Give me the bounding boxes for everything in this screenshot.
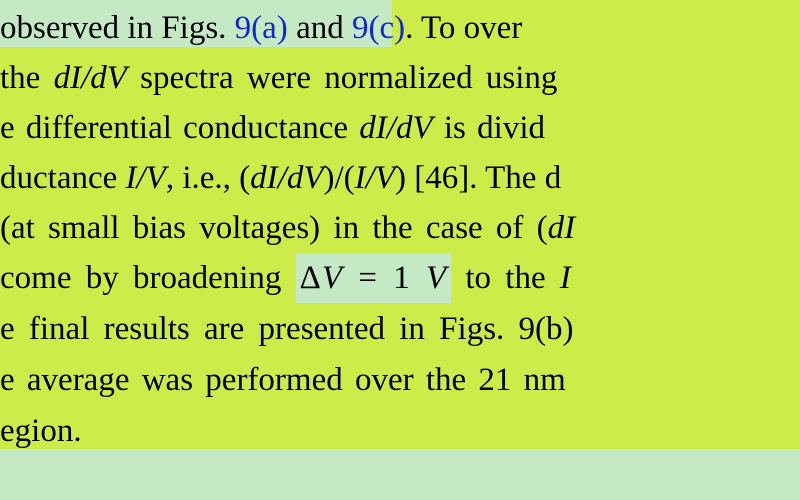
l8-a: e average was performed over the 21 nm	[0, 362, 566, 398]
l2-b: spectra were normalized using	[127, 60, 558, 96]
l4-a: ductance	[0, 160, 126, 196]
text-line-3: e differential conductance dI/dV is divi…	[0, 103, 800, 153]
text-line-9: egion.	[0, 406, 800, 456]
l1-pre: observed in Figs.	[0, 10, 235, 46]
l4-b: , i.e., (	[166, 160, 250, 196]
text-line-8: e average was performed over the 21 nm	[0, 355, 800, 405]
l4-didv: dI/dV	[250, 160, 323, 196]
l6-b: to the	[451, 260, 560, 296]
page: observed in Figs. 9(a) and 9(c). To over…	[0, 0, 800, 500]
text-line-2: the dI/dV spectra were normalized using	[0, 53, 800, 103]
l6-eq: ΔV = 1 V	[300, 260, 447, 296]
l1-mid: and	[288, 10, 352, 46]
l4-iv2: I/V	[355, 160, 395, 196]
l9-a: egion.	[0, 413, 82, 449]
l5-dI: dI	[548, 210, 576, 246]
l3-a: e differential conductance	[0, 110, 359, 146]
l2-a: the	[0, 60, 54, 96]
equation-deltaV: ΔV = 1 V	[296, 253, 451, 303]
fig-link-9c[interactable]: 9(c)	[352, 10, 405, 46]
text-line-1: observed in Figs. 9(a) and 9(c). To over	[0, 3, 800, 53]
l4-d: ) [46]. The d	[395, 160, 561, 196]
l6-I: I	[560, 260, 571, 296]
l6-a: come by broadening	[0, 260, 296, 296]
text-line-6: come by broadening ΔV = 1 V to the I	[0, 253, 800, 303]
text-line-4: ductance I/V, i.e., (dI/dV)/(I/V) [46]. …	[0, 153, 800, 203]
text-line-5: (at small bias voltages) in the case of …	[0, 203, 800, 253]
l4-c: )/(	[324, 160, 355, 196]
text-line-7: e final results are presented in Figs. 9…	[0, 304, 800, 354]
l7-a: e final results are presented in Figs. 9…	[0, 311, 574, 347]
l4-iv: I/V	[126, 160, 166, 196]
unhighlight-l9-right	[108, 449, 800, 500]
l1-post2: To over	[413, 10, 522, 46]
l3-didv: dI/dV	[359, 110, 432, 146]
l2-didv: dI/dV	[54, 60, 127, 96]
l3-b: is divid	[433, 110, 545, 146]
fig-link-9a[interactable]: 9(a)	[235, 10, 288, 46]
l5-a: (at small bias voltages) in the case of …	[0, 210, 548, 246]
